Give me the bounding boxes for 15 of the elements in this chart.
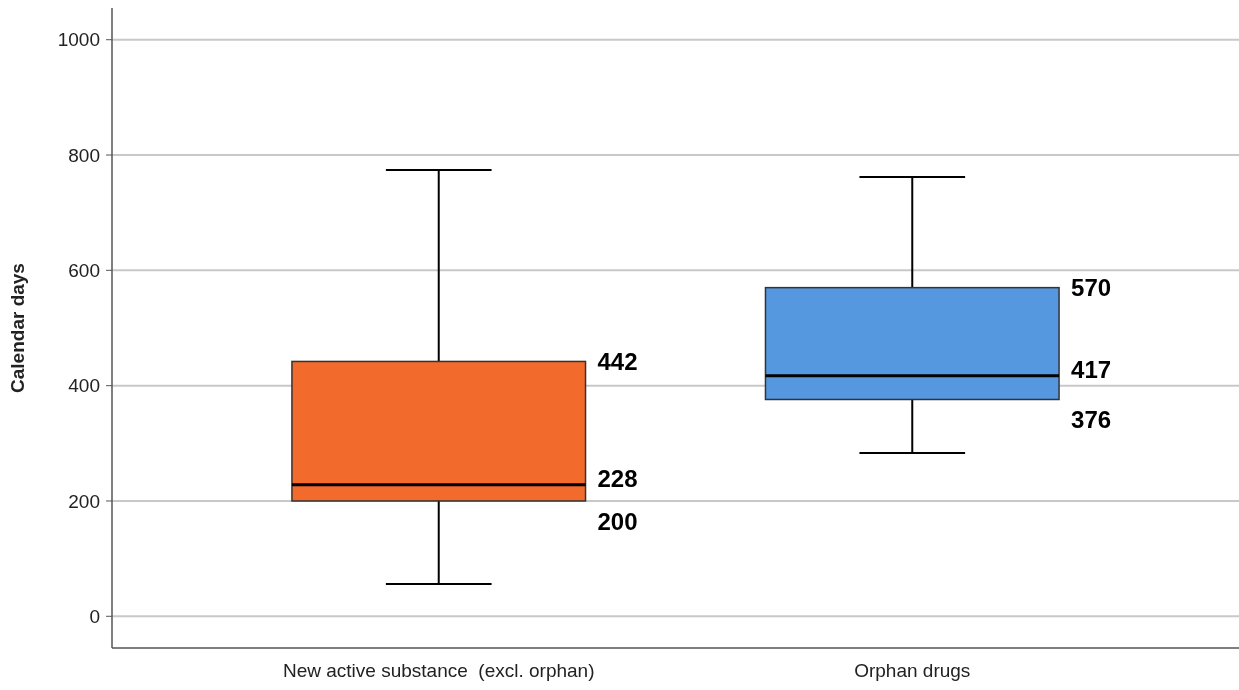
y-tick-label: 0 (89, 605, 100, 627)
annotation: 376 (1071, 406, 1112, 434)
annotation: 228 (597, 465, 638, 493)
y-tick-label: 1000 (57, 29, 100, 51)
y-axis-title: Calendar days (7, 263, 28, 393)
annotation: 417 (1071, 356, 1112, 384)
annotation: 570 (1071, 274, 1112, 302)
annotation: 200 (597, 507, 638, 535)
x-tick-label: Orphan drugs (854, 660, 971, 681)
annotation: 442 (597, 347, 638, 375)
y-tick-label: 200 (68, 490, 100, 512)
y-tick-label: 800 (68, 144, 100, 166)
y-tick-label: 600 (68, 259, 100, 281)
x-tick-label: New active substance (excl. orphan) (282, 660, 595, 681)
y-tick-label: 400 (68, 375, 100, 397)
